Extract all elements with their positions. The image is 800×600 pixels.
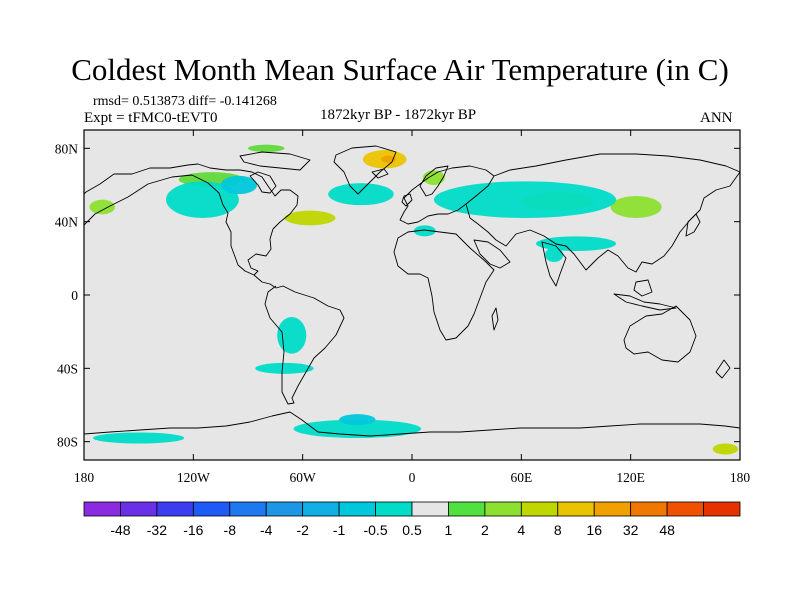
- x-tick-label: 120E: [616, 470, 645, 485]
- colorbar-swatch: [520, 501, 559, 517]
- anomaly-region-north-atlantic-cool: [328, 183, 394, 206]
- coastline-britain: [401, 193, 413, 207]
- y-tick-label: 0: [71, 288, 78, 303]
- colorbar-swatch: [557, 501, 595, 517]
- anomaly-region-tibet-cool: [535, 236, 617, 252]
- colorbar-label: -16: [183, 522, 203, 538]
- experiment-label: Expt = tFMC0-tEVT0: [84, 110, 218, 126]
- coastline-greenland: [333, 145, 397, 195]
- y-tick-label: 40N: [55, 215, 79, 230]
- anomaly-region-east-asia-warm: [610, 196, 662, 218]
- axis-ticks: [83, 130, 741, 460]
- x-tick-label: 60W: [290, 470, 317, 485]
- coastline-australia: [623, 305, 697, 363]
- coastline-europe: [399, 165, 495, 225]
- stats-text: rmsd= 0.513873 diff= -0.141268: [93, 94, 277, 109]
- y-tick-label: 40S: [57, 361, 78, 376]
- y-tick-label: 80S: [57, 435, 78, 450]
- anomaly-region-south-america-cool: [277, 317, 307, 354]
- coastline-scandinavia: [419, 165, 449, 197]
- colorbar-swatch: [630, 501, 668, 517]
- colorbar-label: 32: [623, 522, 639, 538]
- colorbar-label: 48: [659, 522, 675, 538]
- colorbar-label: -2: [296, 522, 309, 538]
- coastlines: [84, 145, 740, 437]
- coastline-africa: [393, 229, 495, 341]
- anomaly-region-weddell-cool: [339, 414, 376, 426]
- anomaly-region-scandinavia-warm: [422, 170, 445, 186]
- coastline-arabia: [473, 239, 511, 269]
- colorbar-label: -48: [110, 522, 130, 538]
- colorbar-swatch: [120, 501, 158, 517]
- anomaly-region-nw-atlantic-warm: [284, 210, 336, 226]
- x-tick-label: 180: [730, 470, 751, 485]
- coastline-japan: [685, 213, 701, 237]
- colorbar-swatch: [302, 501, 340, 517]
- colorbar-swatch: [229, 501, 267, 517]
- colorbar-swatch: [265, 501, 304, 517]
- coastline-arctic-islands: [239, 151, 311, 171]
- colorbar-label: 4: [517, 522, 525, 538]
- anomaly-region-antarctic-warm: [712, 443, 739, 455]
- colorbar-swatch: [703, 501, 741, 517]
- x-tick-label: 0: [409, 470, 416, 485]
- anomaly-layer: [89, 144, 739, 455]
- colorbar-swatch: [83, 501, 121, 517]
- season-label: ANN: [700, 110, 733, 126]
- colorbar-swatch: [156, 501, 194, 517]
- coastline-madagascar: [491, 307, 499, 331]
- coastline-north-america: [84, 163, 299, 276]
- coastline-indonesia: [613, 293, 677, 311]
- anomaly-region-mediterranean-cool: [413, 225, 436, 237]
- x-tick-label: 120W: [177, 470, 210, 485]
- anomaly-region-antarctic-coast-cool: [93, 432, 185, 444]
- coastline-india: [541, 241, 567, 287]
- colorbar-swatch: [666, 501, 704, 517]
- coastline-south-america: [253, 274, 345, 405]
- anomaly-region-nw-pacific-warm: [89, 199, 115, 215]
- anomaly-region-india-cool: [545, 247, 564, 262]
- anomaly-region-eurasia-cool: [433, 181, 617, 219]
- colorbar-label: -32: [147, 522, 167, 538]
- colorbar: -48 -32 -16 -8 -4 -2 -1 -0.5 0.5 1 2 4 8 16 32 48: [83, 501, 741, 538]
- colorbar-swatch: [192, 501, 231, 517]
- colorbar-label: 2: [481, 522, 489, 538]
- colorbar-swatch: [338, 501, 376, 517]
- x-tick-label: 60E: [510, 470, 532, 485]
- colorbar-label: 8: [554, 522, 562, 538]
- colorbar-label: -1: [333, 522, 346, 538]
- axis-tick-labels: 180 120W 60W 0 60E 120E 180 80N 40N 0 40S 80S: [55, 141, 751, 485]
- colorbar-swatch: [593, 501, 632, 517]
- anomaly-region-arctic-warm: [248, 144, 285, 152]
- y-tick-label: 80N: [55, 141, 79, 156]
- anomaly-region-southern-ocean-cool: [293, 419, 422, 439]
- anomaly-region-canada-cool: [166, 181, 239, 219]
- coastline-new-zealand: [715, 359, 731, 379]
- colorbar-swatch: [375, 501, 413, 517]
- colorbar-swatch: [448, 501, 486, 517]
- colorbar-label: -8: [224, 522, 237, 538]
- colorbar-label: -4: [260, 522, 273, 538]
- period-label: 1872kyr BP - 1872kyr BP: [320, 107, 477, 123]
- anomaly-region-south-atlantic-cool: [255, 362, 314, 374]
- coastline-borneo: [633, 279, 653, 297]
- colorbar-label: 1: [445, 522, 453, 538]
- colorbar-label: 0.5: [402, 522, 422, 538]
- coastline-asia: [465, 153, 740, 273]
- coastline-iceland: [371, 168, 389, 179]
- colorbar-label: 16: [586, 522, 602, 538]
- colorbar-label: -0.5: [363, 522, 387, 538]
- colorbar-swatch: [411, 501, 449, 517]
- coastline-hudson-bay: [249, 171, 277, 194]
- coastline-antarctica: [84, 411, 740, 437]
- chart-title: Coldest Month Mean Surface Air Temperatu…: [71, 52, 729, 87]
- x-tick-label: 180: [74, 470, 95, 485]
- colorbar-swatch: [484, 501, 522, 517]
- anomaly-region-hudson-cool: [220, 175, 258, 195]
